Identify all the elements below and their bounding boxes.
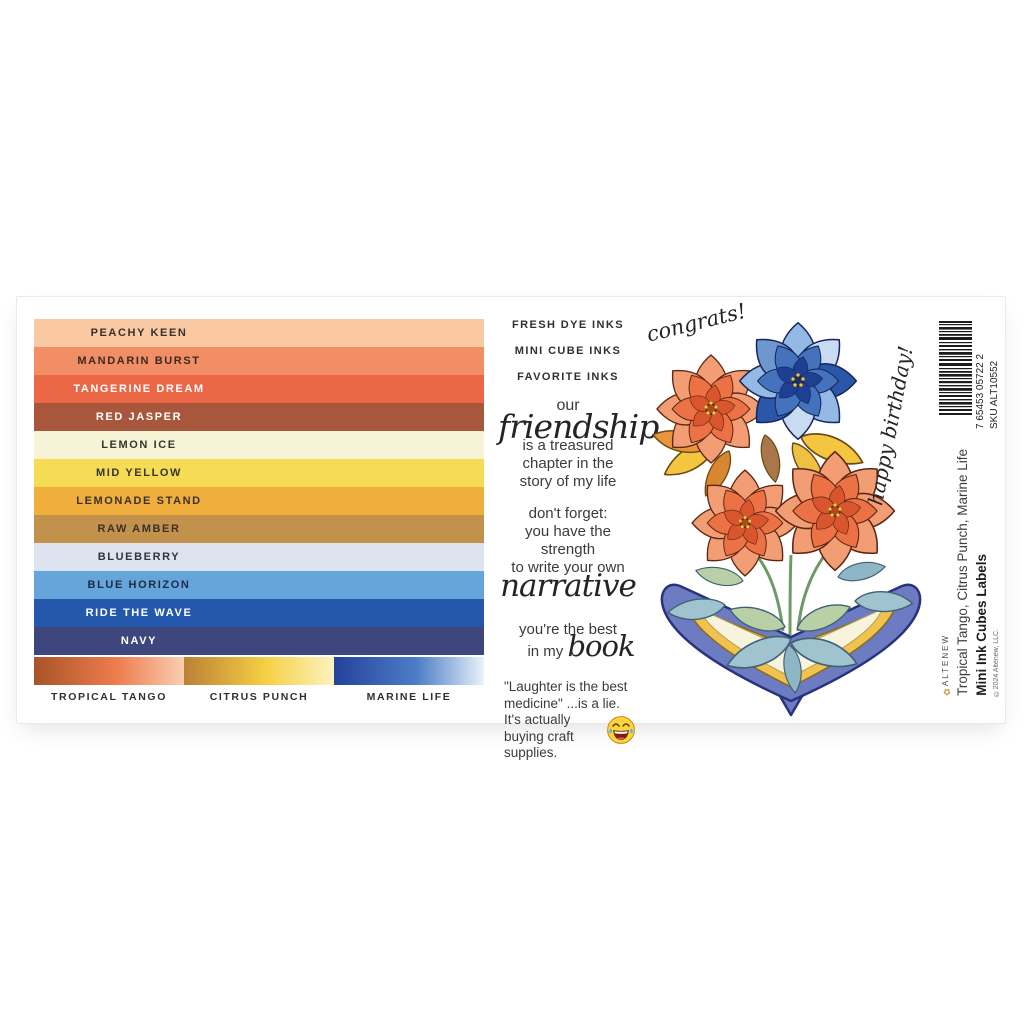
gradient-citrus-punch [184, 657, 334, 685]
barcode-sku: SKU ALT10552 [989, 360, 1000, 429]
pad-name-marine-life: MARINE LIFE [366, 691, 452, 703]
mini-ink-cubes-label: PEACHY KEEN MANDARIN BURST TANGERINE DRE… [16, 296, 1006, 760]
swatch-name: BLUEBERRY [97, 551, 181, 563]
swatch-name: RIDE THE WAVE [85, 607, 193, 619]
laugh-cry-emoji [606, 715, 636, 750]
pad-name-tropical-tango: TROPICAL TANGO [51, 691, 167, 703]
pad-name-citrus-punch: CITRUS PUNCH [209, 691, 309, 703]
barcode [939, 321, 972, 415]
swatch-mandarin-burst: MANDARIN BURST [34, 347, 484, 375]
swatch-tangerine-dream: TANGERINE DREAM [34, 375, 484, 403]
sentiment-line: in my book [527, 629, 635, 663]
color-swatch-list: PEACHY KEEN MANDARIN BURST TANGERINE DRE… [34, 319, 484, 655]
ink-type-fresh-dye: FRESH DYE INKS [512, 319, 624, 331]
swatch-blue-horizon: BLUE HORIZON [34, 571, 484, 599]
barcode-number: 7 65453 05722 2 [975, 353, 986, 429]
swatch-name: RED JASPER [95, 411, 183, 423]
book-bouquet [660, 450, 922, 717]
swatch-mid-yellow: MID YELLOW [34, 459, 484, 487]
sentiment-line: buying craft [504, 728, 574, 744]
swatch-name: MID YELLOW [95, 467, 183, 479]
altenew-logo-icon: ✿ [941, 686, 951, 696]
swatch-name: LEMON ICE [101, 439, 177, 451]
sentiment-line: you have the strength [525, 523, 611, 558]
side-colors-line: Tropical Tango, Citrus Punch, Marine Lif… [955, 449, 970, 696]
sentiment-line: medicine" ...is a lie. [504, 695, 620, 711]
ink-pad-gradients [34, 657, 484, 685]
side-copyright: ©2024 Altenew, LLC. [993, 628, 1000, 696]
swatch-raw-amber: RAW AMBER [34, 515, 484, 543]
swatch-ride-the-wave: RIDE THE WAVE [34, 599, 484, 627]
sentiment-line: don't forget: [528, 505, 608, 522]
swatch-peachy-keen: PEACHY KEEN [34, 319, 484, 347]
ink-type-mini-cube: MINI CUBE INKS [514, 345, 622, 357]
sentiment-friendship: our friendship is a treasured chapter in… [498, 397, 659, 491]
ink-pad-names: TROPICAL TANGO CITRUS PUNCH MARINE LIFE [34, 691, 484, 703]
swatch-name: PEACHY KEEN [90, 327, 188, 339]
gradient-marine-life [334, 657, 484, 685]
swatch-lemonade-stand: LEMONADE STAND [34, 487, 484, 515]
swatch-name: RAW AMBER [97, 523, 181, 535]
sentiment-line: story of my life [519, 473, 617, 490]
sentiment-laughter: "Laughter is the best medicine" ...is a … [498, 679, 638, 762]
swatch-navy: NAVY [34, 627, 484, 655]
side-product-name: Mini Ink Cubes Labels [974, 554, 989, 696]
ink-type-favorite: FAVORITE INKS [517, 371, 619, 383]
gradient-tropical-tango [34, 657, 184, 685]
swatch-name: BLUE HORIZON [87, 579, 191, 591]
sentiment-line: to write your own [511, 559, 625, 576]
side-info: ✿ALTENEW Tropical Tango, Citrus Punch, M… [941, 449, 1000, 696]
sentiment-line: you're the best [519, 621, 617, 638]
sentiment-line: chapter in the [522, 455, 614, 472]
swatch-blueberry: BLUEBERRY [34, 543, 484, 571]
swatch-name: LEMONADE STAND [76, 495, 202, 507]
sentiment-line: our [556, 397, 580, 414]
top-bouquet [649, 321, 869, 501]
barcode-block: 7 65453 05722 2 SKU ALT10552 [939, 321, 1000, 429]
sentiment-line: "Laughter is the best [504, 679, 628, 694]
sentiment-line: It's actually [504, 712, 571, 727]
swatch-name: TANGERINE DREAM [73, 383, 205, 395]
flower-artwork [649, 321, 922, 717]
sentiment-narrative: don't forget: you have the strength to w… [498, 505, 638, 604]
script-word-friendship: friendship [498, 407, 659, 446]
sentiment-line: is a treasured [522, 437, 614, 454]
swatch-name: MANDARIN BURST [77, 355, 201, 367]
script-word-book: book [567, 629, 635, 663]
swatch-lemon-ice: LEMON ICE [34, 431, 484, 459]
swatch-red-jasper: RED JASPER [34, 403, 484, 431]
script-word-narrative: narrative [500, 568, 637, 604]
altenew-brand: ✿ALTENEW [941, 633, 951, 696]
sentiment-line: supplies. [504, 745, 558, 760]
swatch-name: NAVY [120, 635, 158, 647]
sentiment-book: you're the best in my book [498, 621, 638, 661]
sentiment-column: FRESH DYE INKS MINI CUBE INKS FAVORITE I… [498, 319, 659, 762]
